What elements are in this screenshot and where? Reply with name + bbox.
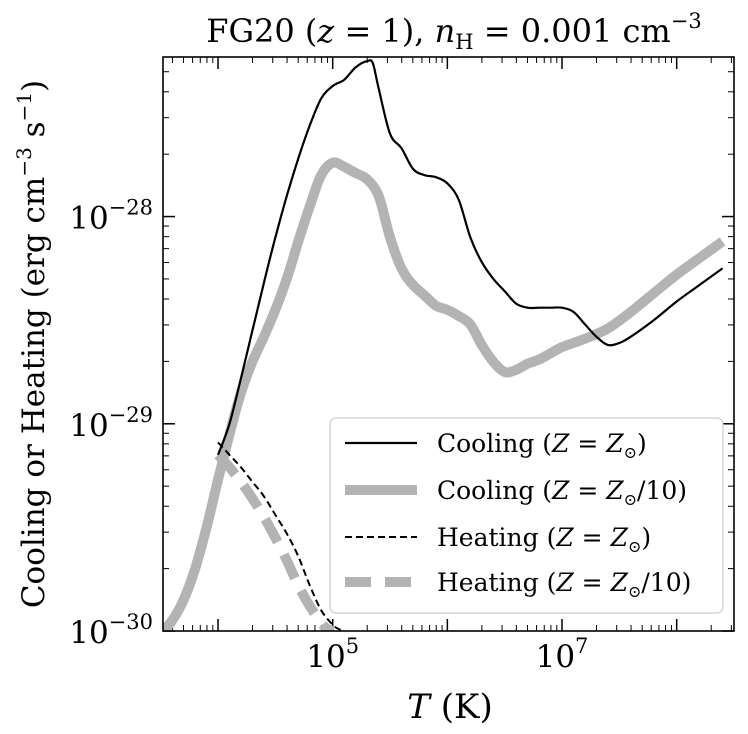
series-line-cooling-solar <box>216 59 724 456</box>
xlabel-var: T <box>407 687 432 727</box>
title-z-rest: = 1), <box>334 12 434 50</box>
axis-ticks <box>163 57 734 632</box>
plot-frame <box>162 56 735 632</box>
y-axis-label: Cooling or Heating (erg cm−3 s−1) <box>12 80 52 608</box>
legend: Cooling (Z = Z⊙) Cooling (Z = Z⊙/10) Hea… <box>329 417 724 614</box>
legend-box <box>329 417 724 614</box>
y-tick-label: 10−30 <box>69 610 153 651</box>
legend-label-heating-tenth: Heating (Z = Z⊙/10) <box>437 568 691 601</box>
title-z: z <box>316 12 335 50</box>
x-tick-label: 107 <box>536 634 589 675</box>
ylabel-main: Cooling or Heating (erg cm <box>16 177 52 609</box>
legend-label-cooling-solar: Cooling (Z = Z⊙) <box>437 429 647 462</box>
title-prefix: FG20 ( <box>206 12 317 50</box>
chart-title: FG20 (z = 1), nH = 0.001 cm−3 <box>206 9 701 54</box>
ylabel-end: ) <box>16 80 52 92</box>
series-layer <box>163 59 726 631</box>
x-axis-label: T (K) <box>407 687 492 727</box>
series-line-heating-solar <box>217 441 345 631</box>
y-tick-label: 10−29 <box>69 403 153 444</box>
title-n-rest: = 0.001 cm <box>474 12 671 50</box>
x-tick-label: 105 <box>306 634 359 675</box>
axis-tick-labels: 105 107 10−28 10−29 10−30 <box>69 196 588 675</box>
xlabel-rest: (K) <box>430 687 493 727</box>
series-line-cooling-tenth <box>163 157 726 631</box>
title-n-sub: H <box>455 30 473 54</box>
y-tick-label: 10−28 <box>69 196 153 237</box>
legend-label-cooling-tenth: Cooling (Z = Z⊙/10) <box>437 476 687 509</box>
ylabel-exp2: −1 <box>12 92 36 121</box>
title-n: n <box>435 12 456 50</box>
legend-label-heating-solar: Heating (Z = Z⊙) <box>437 523 651 556</box>
ylabel-exp1: −3 <box>12 147 36 176</box>
ylabel-mid: s <box>16 121 52 147</box>
title-n-exp: −3 <box>671 9 702 33</box>
series-line-heating-tenth <box>214 451 335 631</box>
